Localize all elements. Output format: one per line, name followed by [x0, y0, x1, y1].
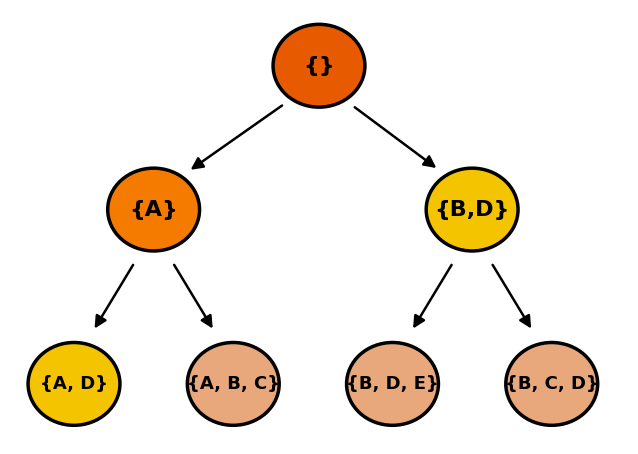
Text: {A}: {A} [129, 200, 178, 220]
Text: {B,D}: {B,D} [434, 200, 510, 220]
Ellipse shape [506, 342, 598, 425]
Ellipse shape [28, 342, 120, 425]
Ellipse shape [426, 168, 518, 251]
Ellipse shape [108, 168, 200, 251]
Ellipse shape [273, 25, 365, 107]
Text: {B, D, E}: {B, D, E} [346, 375, 439, 393]
Text: {}: {} [303, 56, 335, 76]
Text: {A, B, C}: {A, B, C} [187, 375, 279, 393]
Text: {A, D}: {A, D} [40, 375, 108, 393]
Ellipse shape [188, 342, 279, 425]
Text: {B, C, D}: {B, C, D} [505, 375, 598, 393]
Ellipse shape [346, 342, 438, 425]
